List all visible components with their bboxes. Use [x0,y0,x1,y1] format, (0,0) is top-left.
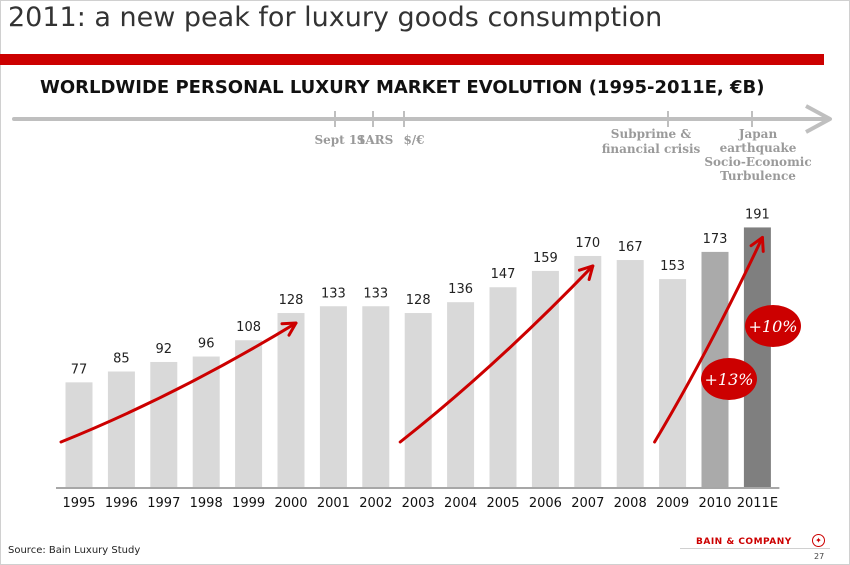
timeline-label-currency: $/€ [403,133,424,147]
trend-arrow [59,321,298,444]
bar-2001 [319,306,347,487]
value-label-1997: 92 [156,342,173,357]
title-accent-bar [0,54,824,65]
category-label-1999: 1999 [232,496,265,511]
page-number: 27 [814,552,825,561]
timeline-label-sept11: Sept 11 [314,133,365,147]
bar-2004 [447,302,475,487]
value-label-2003: 128 [406,293,431,308]
slide-title: 2011: a new peak for luxury goods consum… [8,2,663,33]
value-label-1999: 108 [236,320,261,335]
trend-arrowhead [577,264,595,281]
category-label-1998: 1998 [190,496,223,511]
value-label-1995: 77 [71,362,88,377]
value-label-2000: 128 [279,293,304,308]
category-label-2008: 2008 [614,496,647,511]
bar-2009 [659,279,687,487]
value-label-2007: 170 [575,236,600,251]
bar-2005 [489,287,517,487]
bar-2002 [362,306,390,487]
bar-2007 [574,255,602,487]
category-label-2004: 2004 [444,496,477,511]
category-label-1997: 1997 [147,496,180,511]
footer-divider [680,548,830,549]
timeline-label-japan: Socio-Economic [704,155,811,169]
category-label-2006: 2006 [529,496,562,511]
value-label-2006: 159 [533,251,558,266]
timeline-label-subprime: financial crisis [602,142,701,156]
category-label-1996: 1996 [105,496,138,511]
timeline-arrowhead [805,104,832,134]
bar-2003 [404,313,432,487]
growth-badge-2011E [745,305,801,347]
bar-2000 [277,313,305,487]
brand-logo-text: BAIN & COMPANY [696,537,792,547]
trend-arrowhead [749,235,765,253]
growth-badge-label-2010: +13% [705,370,754,389]
bar-2011E [743,227,771,487]
timeline-label-subprime: Subprime & [611,127,692,141]
trend-arrow [398,264,595,444]
value-label-2004: 136 [448,282,473,297]
chart-title: WORLDWIDE PERSONAL LUXURY MARKET EVOLUTI… [40,77,765,98]
timeline-label-japan: Turbulence [720,169,796,183]
bar-1997 [150,361,178,487]
bar-1998 [192,356,220,487]
value-label-2010: 173 [703,232,728,247]
bar-1999 [235,340,263,487]
growth-badge-label-2011E: +10% [749,317,798,336]
category-label-2001: 2001 [317,496,350,511]
value-label-1998: 96 [198,337,215,352]
category-label-2011E: 2011E [737,496,778,511]
category-label-2005: 2005 [486,496,519,511]
category-label-2000: 2000 [274,496,307,511]
category-label-2010: 2010 [698,496,731,511]
trend-arrow [653,235,764,444]
value-label-2001: 133 [321,286,346,301]
timeline-label-japan: earthquake [720,141,797,155]
bar-1996 [107,371,135,487]
trend-arrowhead [280,321,298,337]
category-label-1995: 1995 [62,496,95,511]
brand-compass-icon: ✦ [812,534,825,547]
value-label-1996: 85 [113,351,130,366]
timeline-label-japan: Japan [738,127,778,141]
value-label-2002: 133 [363,286,388,301]
source-note: Source: Bain Luxury Study [8,545,141,556]
value-label-2005: 147 [491,267,516,282]
value-label-2009: 153 [660,259,685,274]
value-label-2011E: 191 [745,207,770,222]
bar-2008 [616,260,644,487]
category-label-2007: 2007 [571,496,604,511]
category-label-2003: 2003 [402,496,435,511]
category-label-2002: 2002 [359,496,392,511]
timeline-label-sars: SARS [357,133,394,147]
category-label-2009: 2009 [656,496,689,511]
growth-badge-2010 [701,358,757,400]
value-label-2008: 167 [618,240,643,255]
